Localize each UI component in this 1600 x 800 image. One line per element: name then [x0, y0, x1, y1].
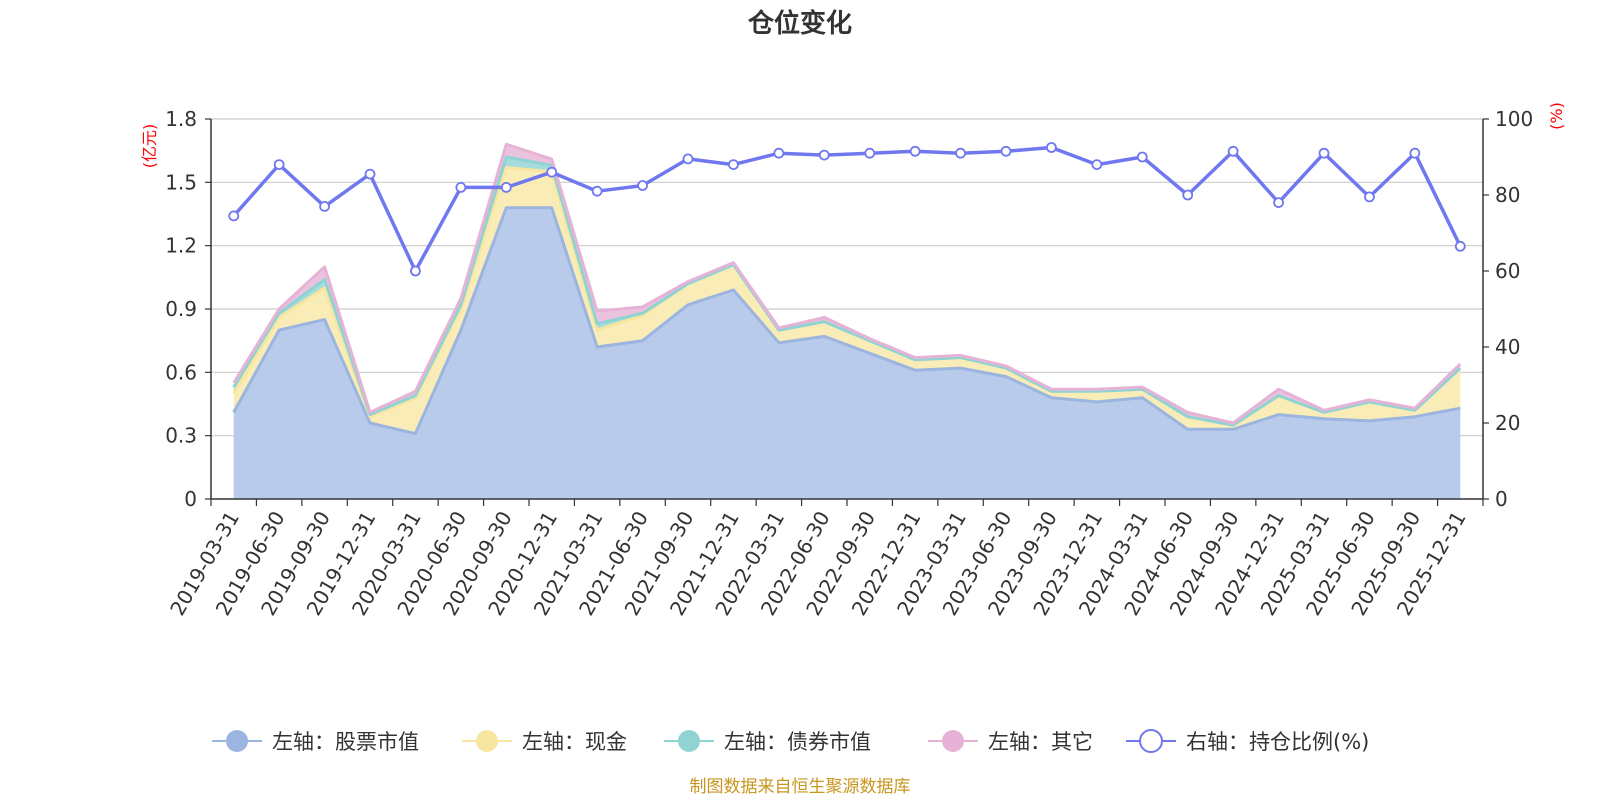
left-tick-label: 1.5	[165, 170, 197, 194]
ratio-point	[1000, 145, 1012, 157]
ratio-point	[410, 265, 421, 277]
ratio-line	[232, 145, 1462, 273]
legend-label: 右轴：持仓比例(%)	[1186, 730, 1369, 754]
right-tick-label: 40	[1495, 335, 1520, 359]
source-note: 制图数据来自恒生聚源数据库	[690, 777, 911, 797]
area-0	[233, 207, 1461, 499]
ratio-line-layer	[228, 142, 1466, 277]
ratio-point	[1046, 142, 1057, 153]
ratio-point	[1318, 147, 1330, 159]
ratio-point	[1454, 240, 1466, 252]
ratio-point	[273, 159, 285, 171]
right-tick-label: 80	[1495, 183, 1520, 207]
right-tick-label: 0	[1495, 487, 1508, 511]
plot-areas	[232, 142, 1462, 499]
ratio-point	[909, 145, 921, 157]
left-tick-label: 0.9	[165, 297, 197, 321]
area-edge-3	[232, 142, 1462, 425]
ratio-point	[546, 166, 558, 178]
ratio-point	[682, 153, 694, 165]
area-edge-0	[232, 206, 1461, 436]
ratio-point	[228, 210, 240, 222]
legend-label: 左轴：其它	[988, 730, 1093, 754]
ratio-point	[1364, 191, 1375, 203]
ratio-point	[637, 180, 648, 191]
ratio-point	[1227, 145, 1239, 157]
legend-marker-circle	[942, 730, 964, 752]
left-axis-unit: (亿元)	[140, 124, 159, 169]
ratio-point	[955, 147, 966, 159]
ratio-point	[1409, 147, 1421, 159]
ratio-point	[1273, 197, 1284, 209]
chart-title: 仓位变化	[747, 8, 852, 39]
left-tick-label: 1.8	[165, 107, 197, 131]
legend-marker-circle	[226, 730, 248, 752]
ratio-point	[500, 181, 512, 193]
right-tick-label: 60	[1495, 259, 1520, 283]
ratio-point	[1136, 151, 1148, 163]
left-tick-label: 0.3	[165, 424, 197, 448]
area-edge-2	[232, 155, 1462, 427]
ratio-point	[319, 200, 330, 212]
ratio-point	[1182, 189, 1194, 201]
ratio-point	[591, 185, 603, 197]
legend-marker-circle	[476, 730, 498, 752]
ratio-point	[773, 147, 785, 159]
ratio-point	[818, 149, 830, 161]
ratio-point	[728, 159, 739, 171]
legend-label: 左轴：债券市值	[724, 730, 871, 754]
ratio-point	[1091, 159, 1103, 171]
legend: 左轴：股票市值 左轴：现金 左轴：债券市值 左轴：其它 右轴：持仓比例(%)	[212, 729, 1369, 754]
right-tick-label: 100	[1495, 107, 1533, 131]
legend-label: 左轴：股票市值	[272, 730, 419, 754]
legend-marker-circle	[678, 730, 700, 752]
left-tick-label: 0.6	[165, 360, 197, 384]
right-axis-unit: (%)	[1547, 102, 1566, 130]
left-tick-label: 1.2	[165, 234, 197, 258]
ratio-point	[864, 147, 876, 159]
ratio-point	[455, 181, 467, 193]
left-tick-label: 0	[184, 487, 197, 511]
legend-marker-circle	[1139, 729, 1163, 753]
ratio-point	[364, 168, 376, 180]
legend-label: 左轴：现金	[522, 730, 627, 754]
right-tick-label: 20	[1495, 411, 1520, 435]
